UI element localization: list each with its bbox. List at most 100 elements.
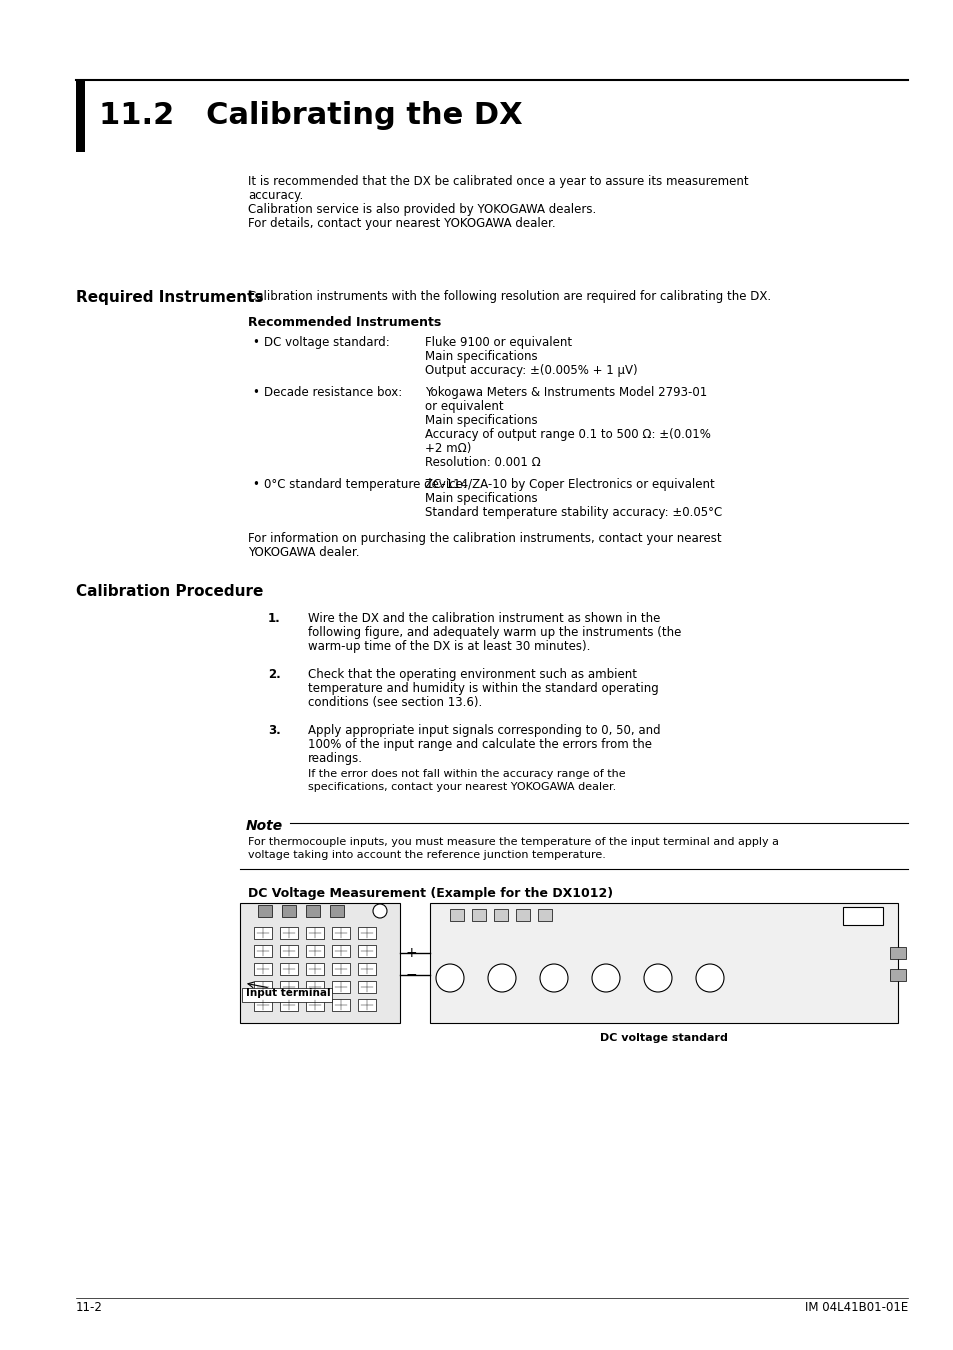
Text: 3.: 3. — [268, 724, 280, 737]
Circle shape — [488, 964, 516, 992]
Text: Note: Note — [246, 819, 283, 833]
Bar — [889, 969, 905, 981]
Bar — [332, 945, 350, 957]
Circle shape — [373, 904, 387, 918]
Text: Yokogawa Meters & Instruments Model 2793-01: Yokogawa Meters & Instruments Model 2793… — [424, 386, 706, 400]
Bar — [253, 963, 272, 975]
Text: specifications, contact your nearest YOKOGAWA dealer.: specifications, contact your nearest YOK… — [308, 782, 616, 792]
Text: Main specifications: Main specifications — [424, 350, 537, 363]
Text: DC voltage standard: DC voltage standard — [599, 1033, 727, 1044]
Bar — [280, 999, 297, 1011]
Text: Decade resistance box:: Decade resistance box: — [264, 386, 402, 400]
Text: 11-2: 11-2 — [76, 1301, 103, 1314]
Text: readings.: readings. — [308, 752, 363, 765]
Text: Standard temperature stability accuracy: ±0.05°C: Standard temperature stability accuracy:… — [424, 506, 721, 518]
Text: Check that the operating environment such as ambient: Check that the operating environment suc… — [308, 668, 637, 680]
Text: Required Instruments: Required Instruments — [76, 290, 263, 305]
Bar — [306, 904, 319, 917]
Text: For information on purchasing the calibration instruments, contact your nearest: For information on purchasing the calibr… — [248, 532, 720, 545]
Bar — [306, 981, 324, 994]
Bar — [357, 963, 375, 975]
Text: 0°C standard temperature device:: 0°C standard temperature device: — [264, 478, 466, 491]
Bar — [842, 907, 882, 925]
Text: For thermocouple inputs, you must measure the temperature of the input terminal : For thermocouple inputs, you must measur… — [248, 837, 779, 846]
Text: •: • — [252, 336, 258, 350]
Circle shape — [436, 964, 463, 992]
Text: +: + — [406, 946, 417, 960]
Bar — [253, 945, 272, 957]
Text: 100% of the input range and calculate the errors from the: 100% of the input range and calculate th… — [308, 738, 651, 751]
Text: conditions (see section 13.6).: conditions (see section 13.6). — [308, 697, 482, 709]
Text: Fluke 9100 or equivalent: Fluke 9100 or equivalent — [424, 336, 572, 350]
Bar — [516, 909, 530, 921]
Bar — [253, 927, 272, 940]
Text: DC Voltage Measurement (Example for the DX1012): DC Voltage Measurement (Example for the … — [248, 887, 613, 900]
Text: Calibration instruments with the following resolution are required for calibrati: Calibration instruments with the followi… — [248, 290, 770, 302]
Text: −: − — [406, 968, 417, 981]
Text: 1.: 1. — [268, 612, 280, 625]
Text: •: • — [252, 478, 258, 491]
Text: temperature and humidity is within the standard operating: temperature and humidity is within the s… — [308, 682, 659, 695]
Text: DC voltage standard:: DC voltage standard: — [264, 336, 390, 350]
Text: 11.2   Calibrating the DX: 11.2 Calibrating the DX — [99, 101, 522, 131]
Text: following figure, and adequately warm up the instruments (the: following figure, and adequately warm up… — [308, 626, 680, 639]
Bar — [357, 981, 375, 994]
Bar — [242, 988, 332, 1002]
Bar — [332, 981, 350, 994]
Text: •: • — [252, 386, 258, 400]
Bar — [240, 903, 399, 1023]
Bar — [450, 909, 463, 921]
Bar — [282, 904, 295, 917]
Bar — [76, 80, 85, 153]
Bar — [257, 904, 272, 917]
Circle shape — [592, 964, 619, 992]
Bar — [332, 963, 350, 975]
Text: ZC-114/ZA-10 by Coper Electronics or equivalent: ZC-114/ZA-10 by Coper Electronics or equ… — [424, 478, 714, 491]
Bar — [357, 999, 375, 1011]
Bar — [357, 927, 375, 940]
Bar — [253, 981, 272, 994]
Text: +2 mΩ): +2 mΩ) — [424, 441, 471, 455]
Bar — [253, 999, 272, 1011]
Bar — [306, 999, 324, 1011]
Text: Wire the DX and the calibration instrument as shown in the: Wire the DX and the calibration instrume… — [308, 612, 659, 625]
Bar — [280, 927, 297, 940]
Text: Apply appropriate input signals corresponding to 0, 50, and: Apply appropriate input signals correspo… — [308, 724, 659, 737]
Text: IM 04L41B01-01E: IM 04L41B01-01E — [804, 1301, 907, 1314]
Text: It is recommended that the DX be calibrated once a year to assure its measuremen: It is recommended that the DX be calibra… — [248, 176, 748, 188]
Circle shape — [696, 964, 723, 992]
Bar — [357, 945, 375, 957]
Text: Calibration service is also provided by YOKOGAWA dealers.: Calibration service is also provided by … — [248, 202, 596, 216]
Circle shape — [539, 964, 567, 992]
Bar — [430, 903, 897, 1023]
Circle shape — [643, 964, 671, 992]
Bar — [472, 909, 485, 921]
Text: Output accuracy: ±(0.005% + 1 μV): Output accuracy: ±(0.005% + 1 μV) — [424, 364, 637, 377]
Bar — [280, 981, 297, 994]
Text: For details, contact your nearest YOKOGAWA dealer.: For details, contact your nearest YOKOGA… — [248, 217, 555, 230]
Text: Input terminal: Input terminal — [246, 988, 331, 998]
Text: 2.: 2. — [268, 668, 280, 680]
Bar — [494, 909, 507, 921]
Text: Main specifications: Main specifications — [424, 491, 537, 505]
Bar — [280, 963, 297, 975]
Text: or equivalent: or equivalent — [424, 400, 503, 413]
Bar — [889, 946, 905, 958]
Bar — [332, 927, 350, 940]
Bar — [537, 909, 552, 921]
Text: Accuracy of output range 0.1 to 500 Ω: ±(0.01%: Accuracy of output range 0.1 to 500 Ω: ±… — [424, 428, 710, 441]
Text: Main specifications: Main specifications — [424, 414, 537, 427]
Text: voltage taking into account the reference junction temperature.: voltage taking into account the referenc… — [248, 850, 605, 860]
Text: Recommended Instruments: Recommended Instruments — [248, 316, 441, 329]
Text: If the error does not fall within the accuracy range of the: If the error does not fall within the ac… — [308, 769, 625, 779]
Text: Resolution: 0.001 Ω: Resolution: 0.001 Ω — [424, 456, 540, 468]
Text: warm-up time of the DX is at least 30 minutes).: warm-up time of the DX is at least 30 mi… — [308, 640, 590, 653]
Bar — [330, 904, 344, 917]
Text: Calibration Procedure: Calibration Procedure — [76, 585, 263, 599]
Text: YOKOGAWA dealer.: YOKOGAWA dealer. — [248, 545, 359, 559]
Bar — [306, 963, 324, 975]
Bar — [306, 945, 324, 957]
Bar — [280, 945, 297, 957]
Bar — [332, 999, 350, 1011]
Bar — [306, 927, 324, 940]
